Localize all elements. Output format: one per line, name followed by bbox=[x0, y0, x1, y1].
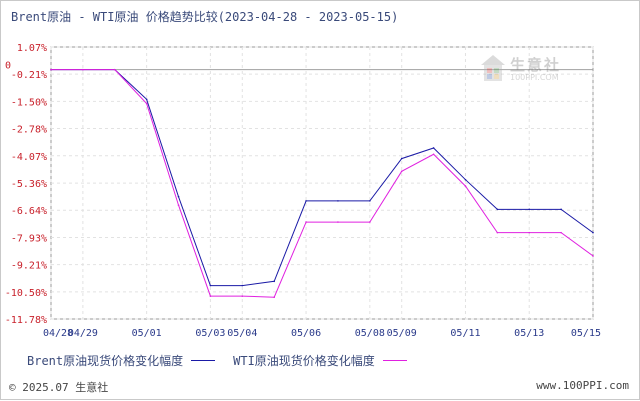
x-tick-label: 05/01 bbox=[132, 328, 162, 339]
y-tick-label: -11.78% bbox=[5, 315, 47, 326]
y-tick-label: -7.93% bbox=[11, 234, 47, 245]
data-point bbox=[305, 221, 307, 223]
data-point bbox=[528, 231, 531, 234]
watermark-text: 生意社 bbox=[510, 56, 562, 74]
series-lines bbox=[50, 68, 594, 298]
y-tick-label: -0.21% bbox=[11, 70, 47, 81]
zero-label: 0 bbox=[5, 61, 11, 72]
tick-labels: 1.07% -0.21% -1.50% -2.78% -4.07% -5.36% -6.64… bbox=[5, 43, 601, 339]
data-point bbox=[496, 208, 499, 211]
data-point bbox=[560, 231, 562, 234]
x-tick-label: 05/03 bbox=[195, 328, 225, 339]
data-point bbox=[305, 200, 307, 202]
y-tick-label: -4.07% bbox=[11, 152, 47, 163]
x-tick-label: 05/08 bbox=[355, 328, 385, 339]
y-tick-label: -9.21% bbox=[11, 261, 47, 272]
x-tick-label: 04/28 bbox=[43, 328, 73, 339]
data-point bbox=[400, 157, 403, 160]
legend-label-brent: Brent原油现货价格变化幅度 bbox=[27, 353, 184, 368]
data-point bbox=[209, 284, 212, 287]
series-line-1 bbox=[51, 69, 594, 298]
y-tick-label: 1.07% bbox=[17, 43, 47, 54]
chart-legend: Brent原油现货价格变化幅度 WTI原油现货价格变化幅度 bbox=[27, 352, 425, 368]
data-point bbox=[432, 147, 435, 149]
data-point bbox=[82, 68, 84, 71]
data-point bbox=[592, 231, 594, 234]
y-tick-label: -10.50% bbox=[5, 288, 47, 299]
x-tick-label: 05/15 bbox=[571, 328, 601, 339]
grid-lines bbox=[50, 46, 594, 320]
x-tick-label: 05/11 bbox=[450, 328, 480, 339]
y-tick-label: -5.36% bbox=[11, 179, 47, 190]
data-point bbox=[432, 153, 435, 156]
data-point bbox=[145, 98, 148, 101]
data-point bbox=[337, 221, 339, 223]
watermark-logo: 生意社 100PPI.COM bbox=[480, 53, 580, 87]
data-point bbox=[273, 296, 275, 298]
data-point bbox=[464, 178, 467, 181]
data-point bbox=[209, 295, 212, 297]
data-point bbox=[177, 204, 180, 206]
chart-title: Brent原油 - WTI原油 价格趋势比较(2023-04-28 - 2023… bbox=[11, 10, 399, 24]
data-point bbox=[496, 231, 499, 234]
data-point bbox=[177, 195, 180, 198]
x-tick-label: 04/29 bbox=[68, 328, 98, 339]
x-tick-label: 05/04 bbox=[227, 328, 257, 339]
x-tick-label: 05/09 bbox=[387, 328, 417, 339]
data-point bbox=[273, 280, 275, 283]
series-line-0 bbox=[51, 69, 594, 287]
y-tick-label: -1.50% bbox=[11, 97, 47, 108]
data-point bbox=[369, 221, 371, 223]
legend-swatch-brent bbox=[191, 359, 216, 361]
watermark-url: 100PPI.COM bbox=[510, 73, 559, 82]
data-point bbox=[145, 102, 148, 105]
data-point bbox=[113, 68, 116, 71]
footer-copyright: © 2025.07 生意社 bbox=[9, 381, 109, 394]
x-tick-label: 05/06 bbox=[291, 328, 321, 339]
data-point bbox=[528, 208, 531, 211]
data-point bbox=[337, 200, 339, 202]
data-point bbox=[560, 208, 562, 211]
footer-site-link[interactable]: www.100PPI.com bbox=[536, 379, 629, 392]
legend-label-wti: WTI原油现货价格变化幅度 bbox=[233, 353, 375, 368]
data-point bbox=[369, 200, 371, 202]
legend-swatch-wti bbox=[382, 359, 407, 361]
y-tick-label: -2.78% bbox=[11, 124, 47, 135]
data-point bbox=[241, 284, 244, 287]
data-point bbox=[592, 255, 594, 257]
data-point bbox=[241, 295, 244, 297]
house-logo-icon bbox=[481, 55, 505, 81]
data-point bbox=[400, 170, 403, 173]
x-tick-label: 05/13 bbox=[514, 328, 544, 339]
y-tick-label: -6.64% bbox=[11, 206, 47, 217]
data-point bbox=[464, 185, 467, 187]
data-point bbox=[50, 68, 52, 71]
